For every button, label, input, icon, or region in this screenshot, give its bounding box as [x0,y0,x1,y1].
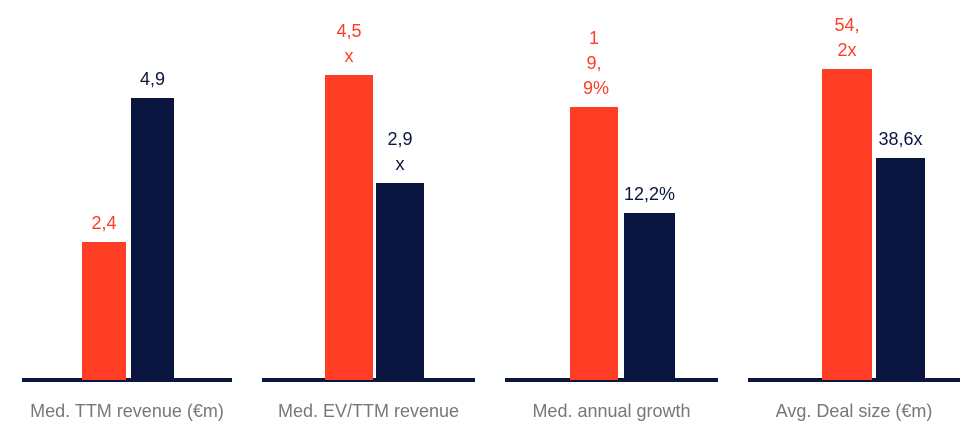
baseline [748,378,960,382]
x-label: Med. TTM revenue (€m) [30,401,224,421]
baseline [262,378,475,382]
chart-panel: 19,9% 12,2% Med. annual growth [505,0,718,424]
bar [876,158,925,380]
chart-panel: 4,5x 2,9x Med. EV/TTM revenue [262,0,475,424]
value-label: 19,9% [583,28,610,99]
value-label: 4,5x [336,20,362,66]
bar [131,97,174,380]
x-label: Med. annual growth [532,401,691,421]
value-label: 4,9 [139,68,166,89]
bar [570,107,618,380]
value-label: 54,2x [834,14,860,60]
value-label: 2,4 [91,212,117,233]
chart-panel: 2,4 4,9 Med. TTM revenue (€m) [22,0,232,424]
bar [376,183,424,380]
bar [82,241,126,380]
value-label: 38,6x [878,129,923,150]
value-label: 2,9x [387,129,413,175]
baseline [22,378,232,382]
x-label: Avg. Deal size (€m) [775,401,933,421]
value-label: 12,2% [623,183,676,204]
chart-panel: 54,2x 38,6x Avg. Deal size (€m) [748,0,960,424]
bar [822,68,872,380]
x-label: Med. EV/TTM revenue [277,401,460,421]
bar [624,212,675,380]
baseline [505,378,718,382]
bar [325,74,373,380]
